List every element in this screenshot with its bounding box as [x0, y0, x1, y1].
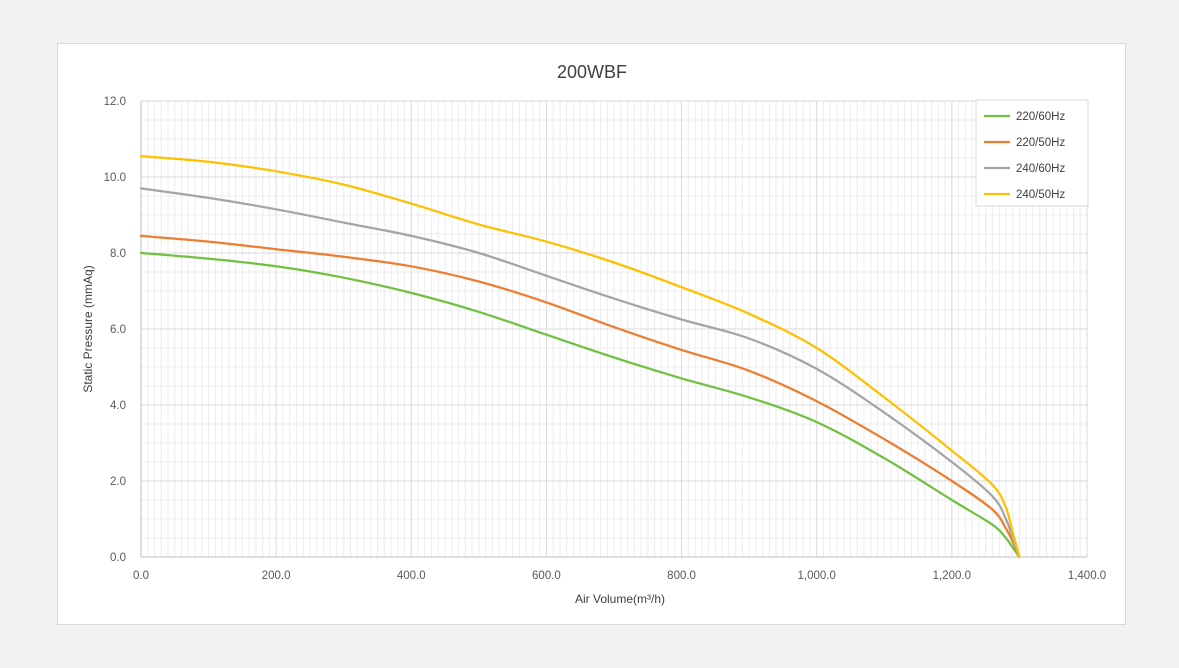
x-tick-label: 200.0: [262, 570, 291, 582]
x-tick-label: 1,400.0: [1068, 570, 1106, 582]
x-tick-label: 1,200.0: [933, 570, 971, 582]
y-axis-title: Static Pressure (mmAq): [81, 265, 95, 392]
series-line-220-50hz: [139, 234, 1021, 559]
legend-label: 220/60Hz: [1016, 111, 1065, 123]
y-tick-label: 6.0: [110, 324, 126, 336]
series-line-240-60hz: [139, 187, 1021, 559]
legend: 220/60Hz 220/50Hz 240/60Hz 240/50Hz: [975, 99, 1089, 207]
x-tick-label: 0.0: [133, 570, 149, 582]
y-tick-label: 12.0: [104, 96, 126, 108]
y-tick-label: 0.0: [110, 552, 126, 564]
series-line-240-50hz: [139, 154, 1021, 559]
chart-frame: 0.0 200.0 400.0 600.0 800.0 1,000.0 1,200.0 1,4…: [57, 43, 1126, 625]
chart-title: 200WBF: [557, 62, 627, 82]
legend-label: 240/50Hz: [1016, 189, 1065, 201]
grid-layer: [140, 100, 1088, 558]
y-tick-label: 2.0: [110, 476, 126, 488]
legend-label: 240/60Hz: [1016, 163, 1065, 175]
legend-label: 220/50Hz: [1016, 137, 1065, 149]
series-layer: [139, 154, 1021, 559]
axis-layer: 0.0 200.0 400.0 600.0 800.0 1,000.0 1,200.0 1,4…: [104, 96, 1107, 582]
x-tick-label: 1,000.0: [798, 570, 836, 582]
legend-box: [975, 99, 1089, 207]
x-tick-label: 800.0: [667, 570, 696, 582]
x-axis-title: Air Volume(m³/h): [575, 592, 665, 606]
y-tick-label: 4.0: [110, 400, 126, 412]
x-tick-label: 600.0: [532, 570, 561, 582]
y-tick-label: 10.0: [104, 172, 126, 184]
y-tick-label: 8.0: [110, 248, 126, 260]
chart-svg: 0.0 200.0 400.0 600.0 800.0 1,000.0 1,200.0 1,4…: [81, 62, 1107, 606]
series-line-220-60hz: [139, 251, 1021, 559]
x-tick-label: 400.0: [397, 570, 426, 582]
